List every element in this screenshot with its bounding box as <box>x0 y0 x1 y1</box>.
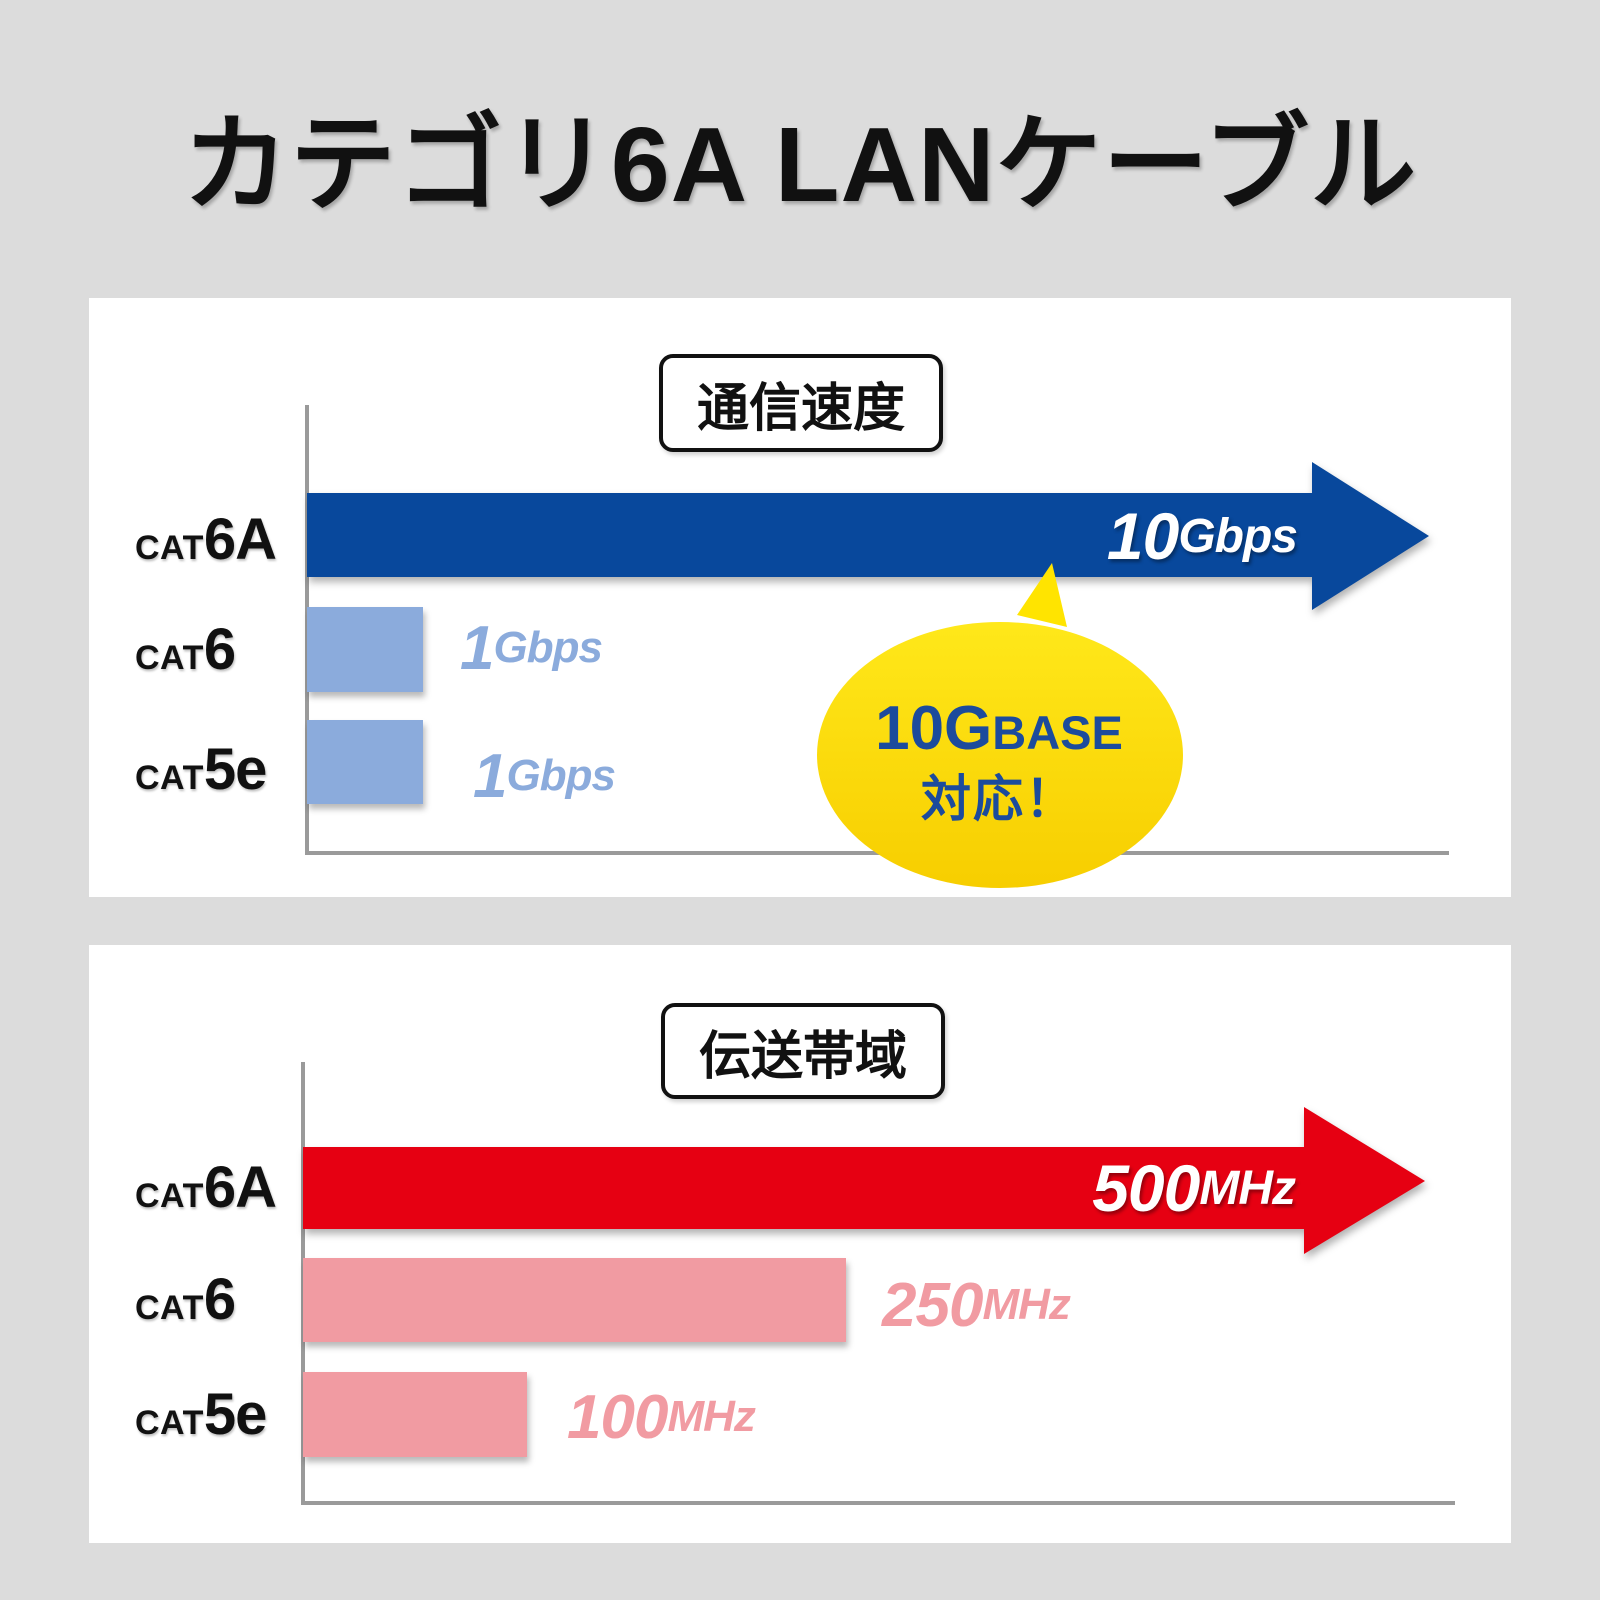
bandwidth-value-cat6-number: 250 <box>882 1270 983 1340</box>
callout-bubble-text: 10G BASE 対応！ <box>804 698 1194 827</box>
cat5e-bandwidth-bar <box>303 1372 527 1457</box>
bandwidth-chart-x-axis-line <box>301 1501 1455 1505</box>
speed-value-cat6: 1 Gbps <box>460 610 603 686</box>
bandwidth-value-cat6a-unit: MHz <box>1199 1161 1296 1215</box>
speed-value-cat5e: 1 Gbps <box>473 738 616 814</box>
callout-line1: 10G BASE <box>804 698 1194 760</box>
speed-row-label-cat5e: CAT 5e <box>135 736 268 803</box>
cat6a-speed-arrow <box>307 462 1429 610</box>
cat6a-label-prefix: CAT <box>135 529 204 567</box>
callout-line1-small: BASE <box>992 706 1123 759</box>
speed-value-cat6a: 10 Gbps <box>993 496 1298 576</box>
cat5e-label-suffix: 5e <box>203 1382 268 1447</box>
callout-line1-big: 10G <box>875 694 993 763</box>
cat6-speed-bar <box>307 607 423 692</box>
speed-row-label-cat6: CAT 6 <box>135 616 236 683</box>
bandwidth-chart-title: 伝送帯域 <box>698 1027 907 1086</box>
bandwidth-row-label-cat5e: CAT 5e <box>135 1381 268 1448</box>
bandwidth-value-cat6-unit: MHz <box>982 1280 1070 1329</box>
bandwidth-chart-panel: 伝送帯域 CAT 6A 500 MHz CAT 6 250 MHz CAT 5e 100 M… <box>89 945 1511 1543</box>
cat5e-label-suffix: 5e <box>203 737 268 802</box>
speed-value-cat5e-number: 1 <box>473 741 507 811</box>
cat5e-speed-bar <box>307 720 423 804</box>
cat6-label-suffix: 6 <box>203 1267 236 1332</box>
bandwidth-value-cat5e: 100 MHz <box>567 1379 756 1455</box>
bandwidth-value-cat5e-number: 100 <box>567 1382 668 1452</box>
speed-chart-panel: 通信速度 CAT 6A 10 Gbps CAT 6 1 Gbps CAT 5e 1 Gbps <box>89 298 1511 897</box>
speed-value-cat6a-number: 10 <box>1106 499 1179 573</box>
bandwidth-value-cat6: 250 MHz <box>882 1267 1071 1343</box>
speed-row-label-cat6a: CAT 6A <box>135 506 277 573</box>
bandwidth-value-cat6a-number: 500 <box>1092 1151 1200 1225</box>
bandwidth-value-cat6a: 500 MHz <box>975 1148 1296 1228</box>
speed-value-cat6-number: 1 <box>460 613 494 683</box>
cat6-label-suffix: 6 <box>203 617 236 682</box>
speed-value-cat6-unit: Gbps <box>493 623 602 672</box>
bandwidth-chart-title-box: 伝送帯域 <box>661 1003 945 1099</box>
cat6-label-prefix: CAT <box>135 1289 204 1327</box>
cat6a-bandwidth-arrow <box>303 1107 1425 1254</box>
cat6a-label-suffix: 6A <box>203 1155 277 1220</box>
cat5e-label-prefix: CAT <box>135 759 204 797</box>
bandwidth-value-cat5e-unit: MHz <box>667 1392 755 1441</box>
cat6a-label-prefix: CAT <box>135 1177 204 1215</box>
bandwidth-row-label-cat6a: CAT 6A <box>135 1154 277 1221</box>
bandwidth-row-label-cat6: CAT 6 <box>135 1266 236 1333</box>
speed-value-cat5e-unit: Gbps <box>506 751 615 800</box>
speed-chart-title-box: 通信速度 <box>659 354 943 452</box>
callout-line2: 対応！ <box>921 771 1077 827</box>
page-title: カテゴリ6A LANケーブル <box>182 106 1418 224</box>
callout-bubble <box>817 563 1183 888</box>
cat6-label-prefix: CAT <box>135 639 204 677</box>
cat6-bandwidth-bar <box>303 1258 846 1342</box>
speed-chart-title: 通信速度 <box>696 379 905 438</box>
cat6a-label-suffix: 6A <box>203 507 277 572</box>
speed-value-cat6a-unit: Gbps <box>1178 509 1298 563</box>
cat5e-label-prefix: CAT <box>135 1404 204 1442</box>
